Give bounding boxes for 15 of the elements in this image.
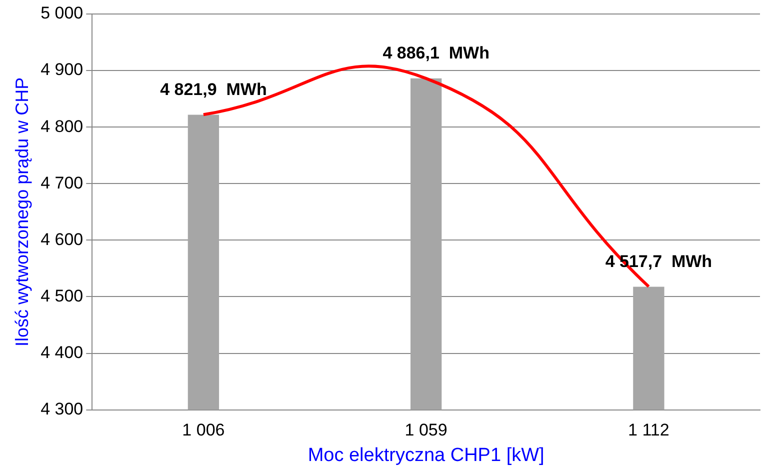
y-axis-title: Ilość wytworzonego prądu w CHP	[12, 77, 32, 346]
y-tick-label: 4 900	[40, 60, 84, 80]
y-tick-label: 4 800	[40, 116, 84, 136]
y-tick-label: 5 000	[40, 4, 84, 23]
y-tick-label: 4 600	[40, 230, 84, 249]
y-tick-label: 4 700	[40, 173, 84, 192]
y-tick-label: 4 500	[40, 286, 84, 306]
x-tick-label: 1 006	[182, 420, 225, 440]
data-label: 4 886,1 MWh	[382, 44, 490, 63]
x-tick-label: 1 112	[628, 420, 670, 440]
x-tick-label: 1 059	[404, 420, 448, 440]
y-tick-label: 4 400	[40, 342, 84, 362]
y-tick-label: 4 300	[40, 399, 84, 418]
x-axis-title: Moc elektryczna CHP1 [kW]	[308, 444, 544, 466]
data-label: 4 821,9 MWh	[160, 80, 267, 99]
